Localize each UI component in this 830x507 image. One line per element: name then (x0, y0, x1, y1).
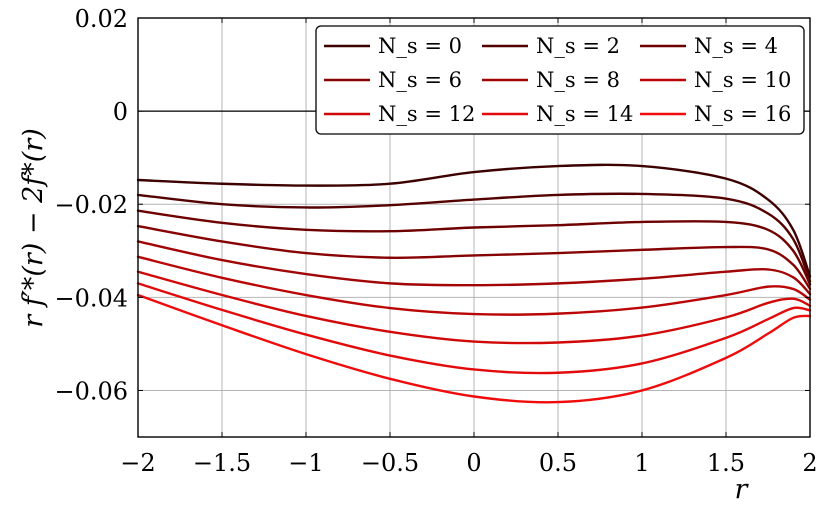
series-line-5 (136, 255, 812, 316)
legend-label-2: N_s = 4 (694, 34, 778, 58)
series-line-0 (136, 163, 812, 278)
legend: N_s = 0 N_s = 2 N_s = 4 N_s = 6 N_s = 8 N_s =… (315, 25, 805, 135)
x-tick-label: 0 (466, 449, 481, 477)
y-tick-label: −0.02 (54, 191, 128, 219)
x-tick-label: 0.5 (539, 449, 577, 477)
series-lines (136, 163, 812, 404)
x-axis-label: r (735, 474, 750, 505)
legend-label-5: N_s = 10 (694, 68, 791, 92)
series-line-1 (136, 192, 812, 283)
x-axis-ticks: −2 −1.5 −1 −0.5 0 0.5 1 1.5 2 (120, 18, 818, 477)
legend-label-3: N_s = 6 (378, 68, 462, 92)
legend-label-4: N_s = 8 (536, 68, 620, 92)
legend-label-6: N_s = 12 (378, 102, 475, 126)
legend-box (315, 25, 805, 135)
y-axis-ticks: −0.06 −0.04 −0.02 0 0.02 (54, 5, 810, 405)
y-axis-label: r f′*(r) − 2f*(r) (18, 128, 49, 328)
legend-label-7: N_s = 14 (536, 102, 633, 126)
series-line-6 (136, 270, 812, 345)
series-line-3 (136, 224, 812, 291)
legend-label-0: N_s = 0 (378, 34, 462, 58)
x-tick-label: 1.5 (707, 449, 745, 477)
y-tick-label: −0.06 (54, 377, 128, 405)
y-tick-label: −0.04 (54, 284, 128, 312)
x-tick-label: −0.5 (361, 449, 419, 477)
series-line-7 (136, 282, 812, 375)
x-tick-label: −2 (120, 449, 155, 477)
x-tick-label: −1.5 (193, 449, 251, 477)
legend-label-1: N_s = 2 (536, 34, 620, 58)
y-tick-label: 0.02 (75, 5, 128, 33)
x-tick-label: −1 (288, 449, 323, 477)
y-tick-label: 0 (113, 98, 128, 126)
series-line-2 (136, 209, 812, 286)
legend-label-8: N_s = 16 (694, 102, 791, 126)
x-tick-label: 1 (634, 449, 649, 477)
series-line-4 (136, 240, 812, 296)
x-tick-label: 2 (802, 449, 817, 477)
series-line-8 (136, 293, 812, 404)
